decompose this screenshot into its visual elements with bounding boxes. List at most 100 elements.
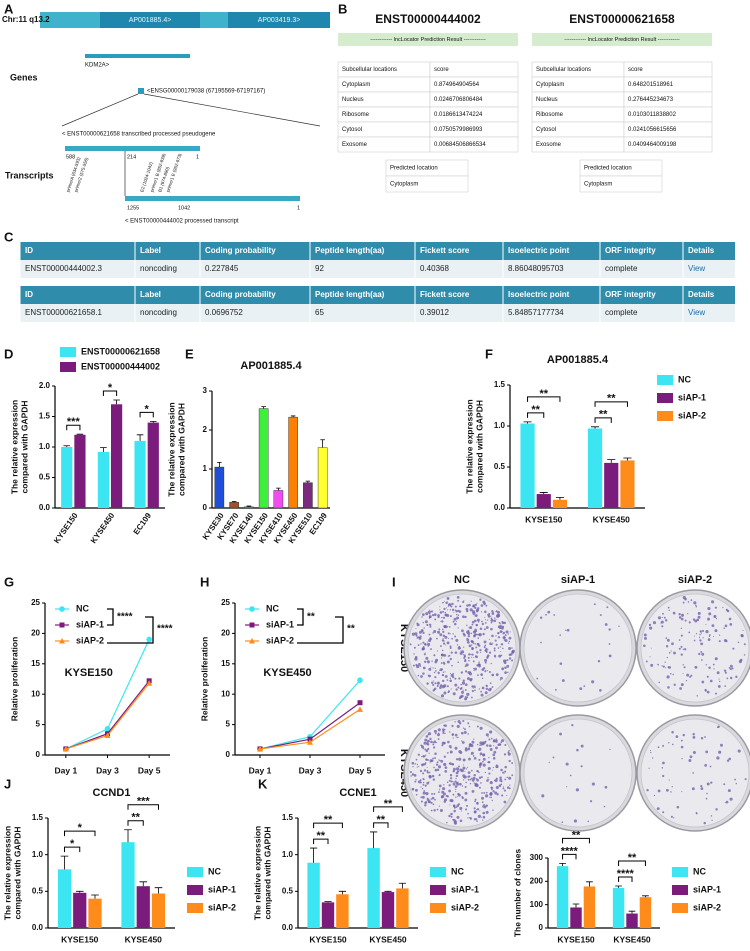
colony [663,616,666,619]
transcript-bar [125,196,300,201]
colony [423,660,427,664]
colony [456,815,460,819]
header-cell: Coding probability [205,246,276,255]
error-bar [523,421,532,424]
colony [439,645,442,647]
significance-bracket [594,401,628,407]
colony [467,817,469,819]
colony [492,642,494,644]
colony [426,781,430,785]
colony [452,692,456,696]
colony [464,658,467,661]
row-cell[interactable]: View [688,264,705,273]
colony [475,646,478,649]
plate-inner [407,593,517,703]
colony [448,731,451,733]
colony [433,809,436,812]
colony [696,618,700,622]
colony [442,630,445,634]
error-bar [261,406,266,409]
colony [580,765,583,768]
colony [465,768,468,770]
colony [668,651,671,654]
colony [484,658,488,662]
colony [472,610,475,614]
y-axis-label: The number of clones [512,849,522,938]
colony [442,674,445,677]
colony [603,805,606,808]
colony [484,691,488,695]
panel-letter: B [338,1,347,16]
colony [466,609,469,613]
colony [460,810,462,812]
error-bar [607,459,616,463]
header-cell: Details [688,290,715,299]
colony [696,695,698,697]
colony [508,776,512,780]
bar [626,913,638,928]
colony [441,616,443,619]
colony [437,728,441,732]
colony [432,683,435,686]
significance-label: *** [67,416,81,428]
significance-label: * [70,838,75,850]
colony [484,670,487,673]
error-bar [149,420,157,423]
colony [489,792,493,796]
colony [450,673,454,677]
y-tick-label: 1.5 [32,813,44,822]
significance-bracket [107,608,114,626]
legend-swatch [672,903,688,913]
colony [482,805,485,808]
cell-text: Nucleus [342,97,364,103]
colony [552,756,555,759]
locus-label: <ENSG00000179038 (67195569-67197167) [147,89,265,95]
colony [481,622,484,626]
colony [413,773,417,777]
colony [693,639,696,642]
colony [456,783,459,786]
colony [434,660,438,664]
colony [705,797,708,800]
colony [482,600,486,604]
significance-label: ** [384,798,393,810]
colony [470,696,473,699]
colony [489,642,492,646]
colony [428,617,431,619]
colony [474,689,476,692]
colony [423,763,426,766]
colony [433,746,436,749]
colony [495,673,499,677]
colony [587,820,590,823]
table-cell [385,175,469,193]
colony [496,614,500,618]
bar [303,482,313,509]
colony [470,777,473,780]
colony [426,641,428,643]
colony [480,816,483,818]
colony [731,667,734,670]
colony [665,645,669,648]
colony [653,794,656,797]
colony [714,657,718,661]
colony [493,745,495,747]
colony [473,669,475,671]
legend-label: siAP-2 [451,902,479,912]
y-axis-label: compared with GAPDH [474,400,484,493]
colony [414,632,418,636]
colony [424,748,427,751]
coordinate: 1 [297,205,300,211]
colony [593,603,596,606]
legend-label: NC [451,866,464,876]
colony [473,657,475,659]
colony [699,633,701,636]
row-cell[interactable]: View [688,308,705,317]
colony [448,784,451,787]
colony [462,719,465,723]
colony [485,604,488,607]
marker [146,636,152,643]
colony [466,766,469,768]
y-tick-label: 1.5 [282,813,294,822]
transcript-label: < ENST00000621658 transcribed processed … [62,132,216,138]
colony [729,676,733,680]
